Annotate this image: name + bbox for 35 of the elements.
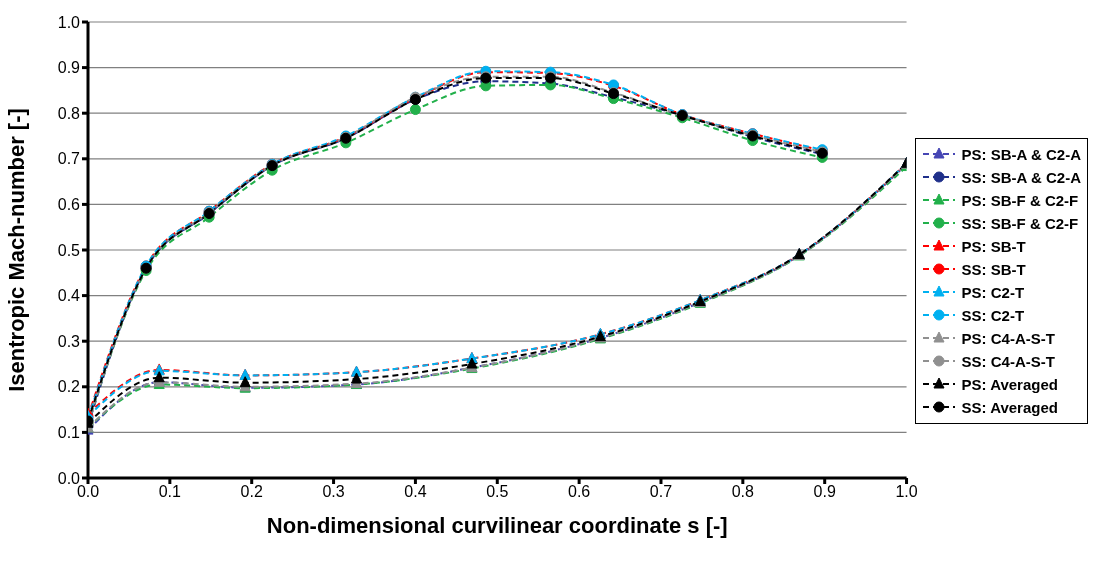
x-tick-label: 0.4 [404, 483, 427, 501]
legend-label: PS: SB-T [961, 237, 1026, 255]
legend-label: PS: Averaged [961, 375, 1058, 393]
y-tick-label: 1.0 [57, 13, 81, 31]
legend-label: SS: SB-A & C2-A [961, 168, 1081, 186]
y-tick-label: 0.4 [57, 287, 81, 305]
x-tick-label: 0.6 [568, 483, 591, 501]
legend-label: SS: C4-A-S-T [961, 352, 1055, 370]
y-tick-label: 0.9 [57, 59, 81, 77]
y-tick-label: 0.3 [57, 332, 81, 350]
x-tick-label: 0.5 [486, 483, 509, 501]
legend-label: PS: C2-T [961, 283, 1025, 301]
legend-label: PS: C4-A-S-T [961, 329, 1055, 347]
x-tick-label: 0.2 [240, 483, 263, 501]
legend-label: PS: SB-A & C2-A [961, 145, 1081, 163]
x-tick-label: 0.1 [158, 483, 182, 501]
legend-label: SS: SB-T [961, 260, 1026, 278]
y-axis-title: Isentropic Mach-number [-] [3, 108, 29, 392]
y-tick-label: 0.2 [57, 378, 81, 396]
x-tick-label: 0.7 [649, 483, 673, 501]
x-tick-label: 0.8 [731, 483, 755, 501]
x-tick-label: 0.9 [813, 483, 836, 501]
y-tick-label: 0.1 [57, 424, 81, 442]
legend-label: SS: C2-T [961, 306, 1025, 324]
x-tick-label: 0.3 [322, 483, 345, 501]
legend-label: PS: SB-F & C2-F [961, 191, 1079, 209]
x-tick-label: 1.0 [895, 483, 918, 501]
legend-label: SS: Averaged [961, 398, 1058, 416]
legend-label: SS: SB-F & C2-F [961, 214, 1079, 232]
y-tick-label: 0.5 [57, 241, 81, 259]
y-tick-label: 0.7 [57, 150, 81, 168]
y-tick-label: 0.6 [57, 196, 81, 214]
x-axis-title: Non-dimensional curvilinear coordinate s [-] [266, 513, 728, 538]
x-tick-label: 0.0 [76, 483, 100, 501]
y-tick-label: 0.8 [57, 104, 81, 122]
